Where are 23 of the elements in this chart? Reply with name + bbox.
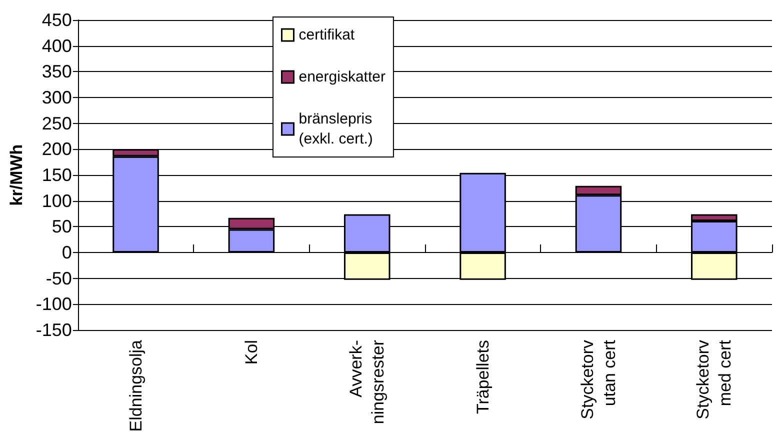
y-tick-label: -150 — [36, 320, 72, 340]
y-tick-label: 50 — [52, 216, 72, 237]
legend-label: bränslepris (exkl. cert.) — [298, 110, 373, 148]
y-tick-label: 100 — [42, 190, 72, 211]
y-axis-title: kr/MWh — [7, 144, 26, 206]
y-tick-label: 350 — [42, 62, 72, 82]
x-tick-label: Träpellets — [473, 340, 492, 414]
x-tick-label: Avverk- ningsrester — [346, 340, 388, 424]
y-tick-label: -100 — [36, 294, 72, 314]
y-tick-label: 150 — [42, 165, 72, 185]
y-tick-label: 400 — [42, 36, 72, 56]
y-tick-label: 250 — [42, 113, 72, 134]
legend-label: energiskatter — [298, 68, 386, 86]
x-tick-label: Stycketorv utan cert — [578, 340, 619, 420]
y-tick-label: 450 — [42, 10, 72, 30]
y-tick-label: 300 — [42, 88, 72, 108]
x-tick-label: Eldningsolja — [126, 339, 146, 432]
x-tick-label: Stycketorv med cert — [694, 340, 735, 420]
y-tick-label: 200 — [42, 139, 72, 160]
legend-label: certifikat — [298, 26, 356, 44]
y-tick-label: -50 — [46, 268, 72, 288]
y-tick-label: 0 — [62, 242, 72, 262]
x-tick-label: Kol — [242, 340, 261, 365]
